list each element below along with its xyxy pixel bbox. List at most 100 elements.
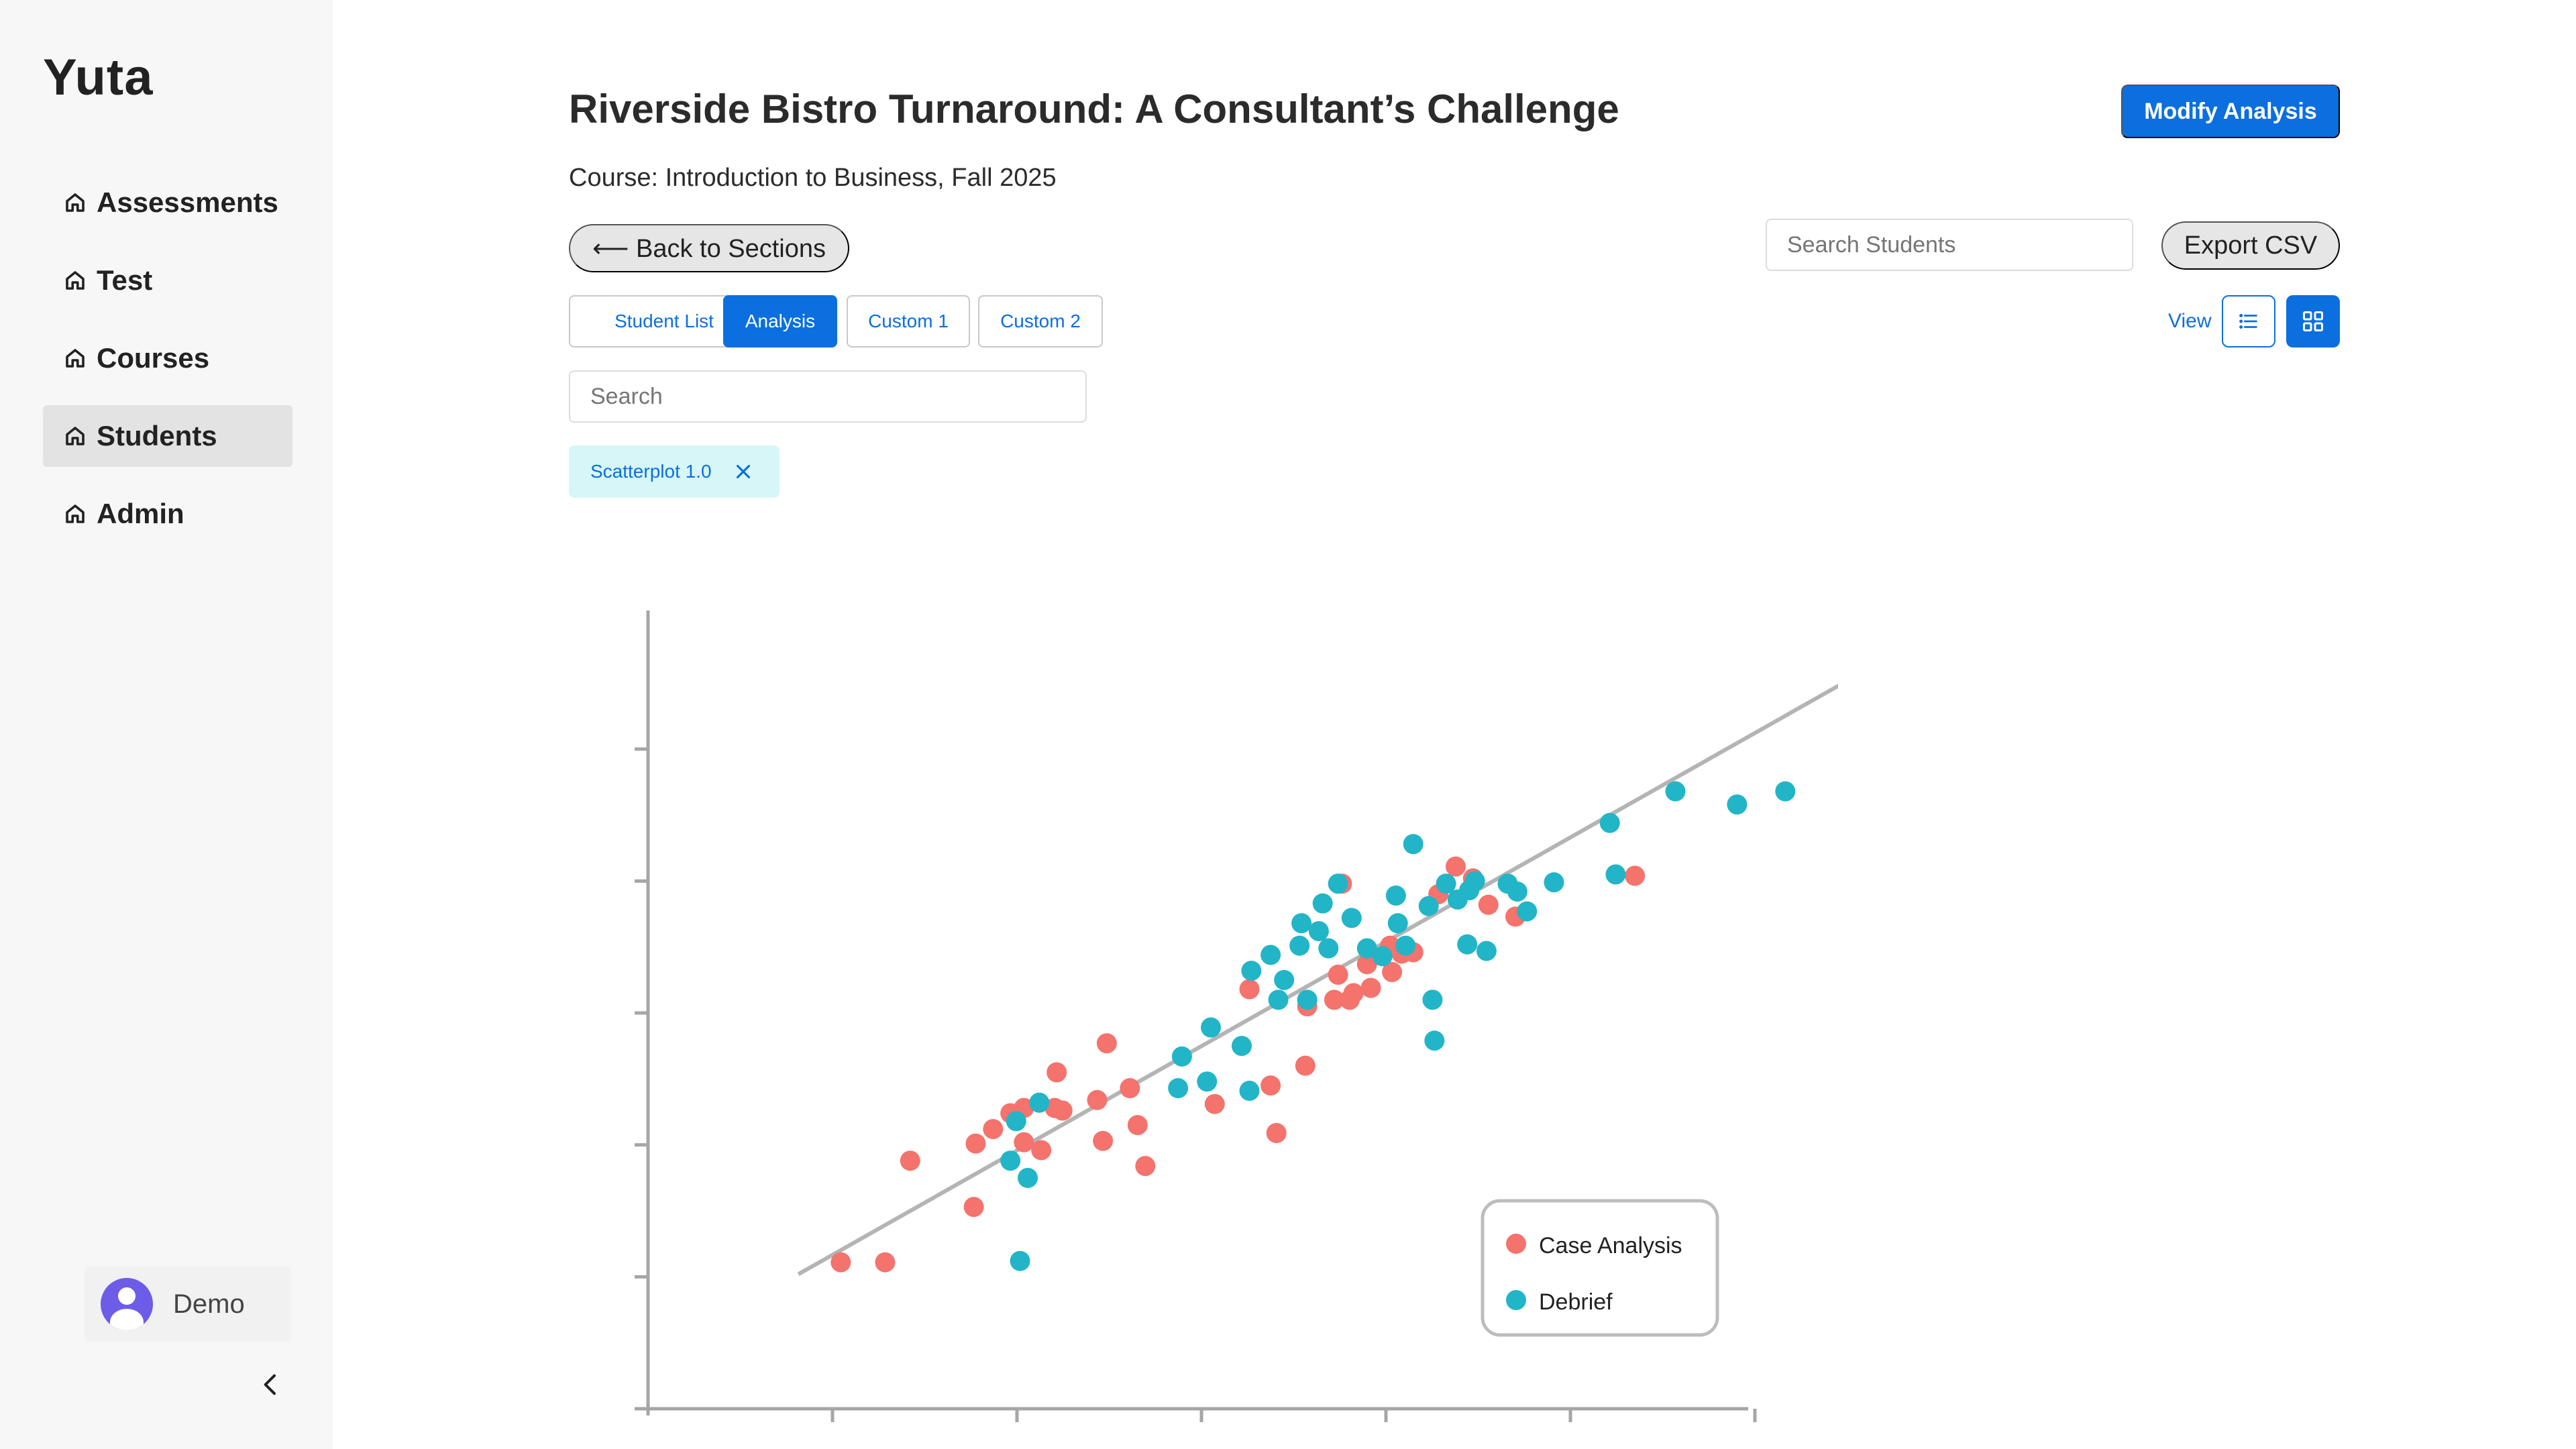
sidebar-item-label: Admin [97, 498, 184, 529]
debrief-point [1599, 812, 1620, 833]
case-analysis-point [1127, 1115, 1148, 1136]
case-analysis-point [1445, 856, 1466, 877]
debrief-point [1312, 893, 1333, 914]
debrief-point [1457, 934, 1478, 955]
modify-analysis-button[interactable]: Modify Analysis [2121, 85, 2340, 138]
back-to-sections-button[interactable]: ⟵ Back to Sections [569, 224, 849, 272]
case-analysis-point [1328, 964, 1348, 985]
case-analysis-point [965, 1133, 986, 1154]
case-analysis-point [1266, 1122, 1287, 1143]
case-analysis-point [1087, 1089, 1108, 1110]
course-subtitle: Course: Introduction to Business, Fall 2… [569, 164, 1057, 192]
debrief-point [1665, 781, 1686, 802]
case-analysis-point [1360, 977, 1381, 998]
debrief-point [1372, 946, 1393, 967]
case-analysis-point [983, 1119, 1004, 1140]
home-icon [66, 427, 85, 445]
collapse-sidebar-button[interactable] [252, 1366, 290, 1403]
tab-custom-2[interactable]: Custom 2 [978, 295, 1103, 347]
case-analysis-point [1052, 1100, 1073, 1121]
sidebar-item-label: Test [97, 264, 153, 296]
sidebar-item-students[interactable]: Students [43, 405, 292, 467]
avatar [101, 1278, 153, 1330]
debrief-point [1341, 908, 1362, 928]
user-menu[interactable]: Demo [85, 1267, 291, 1342]
list-view-button[interactable] [2222, 295, 2275, 347]
case-analysis-point [1382, 962, 1403, 983]
debrief-point [1268, 989, 1289, 1010]
debrief-point [1201, 1017, 1222, 1038]
sidebar-item-test[interactable]: Test [43, 250, 292, 311]
chart-legend [1481, 1199, 1719, 1337]
list-icon [2239, 313, 2257, 329]
debrief-point [1171, 1046, 1192, 1067]
legend-swatch [1506, 1290, 1526, 1310]
filter-chip-label: Scatterplot 1.0 [590, 461, 712, 482]
debrief-point [1197, 1071, 1218, 1092]
debrief-point [1328, 873, 1348, 894]
case-analysis-point [1135, 1156, 1156, 1177]
case-analysis-point [1120, 1078, 1140, 1099]
debrief-point [1260, 945, 1281, 965]
close-icon[interactable] [732, 460, 755, 483]
debrief-point [1476, 941, 1497, 961]
debrief-point [1418, 896, 1439, 916]
debrief-point [1291, 913, 1312, 934]
legend-label: Case Analysis [1539, 1233, 1682, 1258]
chevron-left-icon [264, 1374, 276, 1395]
debrief-point [1507, 881, 1527, 902]
case-analysis-point [1046, 1062, 1067, 1083]
debrief-point [1403, 834, 1424, 855]
debrief-point [1387, 913, 1408, 934]
home-icon [66, 271, 85, 290]
debrief-point [1274, 969, 1295, 990]
user-name: Demo [173, 1289, 245, 1319]
sidebar-item-courses[interactable]: Courses [43, 327, 292, 389]
tab-analysis[interactable]: Analysis [723, 295, 837, 347]
case-analysis-point [963, 1197, 984, 1218]
debrief-point [1000, 1150, 1021, 1171]
case-analysis-point [1356, 954, 1377, 975]
grid-view-button[interactable] [2286, 295, 2340, 347]
debrief-point [1289, 935, 1310, 956]
case-analysis-point [1478, 894, 1499, 915]
case-analysis-point [1295, 1055, 1316, 1076]
case-analysis-point [1260, 1075, 1281, 1096]
sidebar-item-label: Courses [97, 342, 210, 374]
debrief-point [1422, 989, 1443, 1010]
debrief-point [1239, 1081, 1260, 1102]
sidebar-item-admin[interactable]: Admin [43, 483, 292, 545]
page-title: Riverside Bistro Turnaround: A Consultan… [569, 87, 1619, 131]
sidebar: Yuta Assessments Test Courses Students A… [0, 0, 333, 1449]
search-students-input[interactable] [1766, 219, 2133, 271]
search-input[interactable] [569, 370, 1087, 423]
debrief-point [1029, 1092, 1050, 1113]
tab-custom-1[interactable]: Custom 1 [847, 295, 970, 347]
scatter-chart: Case Analysis Debrief [635, 610, 1838, 1422]
debrief-point [1436, 873, 1456, 894]
debrief-point [1356, 938, 1377, 959]
trend-line [797, 684, 1838, 1277]
view-label: View [2168, 310, 2212, 332]
legend-swatch [1506, 1234, 1526, 1254]
debrief-point [1544, 872, 1564, 893]
case-analysis-point [1093, 1130, 1114, 1151]
case-analysis-point [830, 1252, 851, 1273]
debrief-point [1018, 1167, 1038, 1188]
app-logo: Yuta [43, 49, 154, 106]
case-analysis-point [1031, 1140, 1052, 1161]
legend-label: Debrief [1539, 1289, 1613, 1315]
sidebar-item-label: Assessments [97, 186, 278, 218]
case-analysis-point [1239, 979, 1260, 1000]
debrief-point [1517, 901, 1538, 922]
debrief-point [1727, 794, 1748, 815]
filter-chip: Scatterplot 1.0 [569, 445, 780, 498]
case-analysis-point [1014, 1132, 1034, 1152]
home-icon [66, 504, 85, 523]
debrief-point [1308, 921, 1329, 942]
debrief-point [1424, 1030, 1445, 1051]
case-analysis-point [1204, 1093, 1225, 1114]
sidebar-item-assessments[interactable]: Assessments [43, 172, 292, 233]
export-csv-button[interactable]: Export CSV [2161, 221, 2340, 270]
debrief-point [1605, 864, 1626, 885]
